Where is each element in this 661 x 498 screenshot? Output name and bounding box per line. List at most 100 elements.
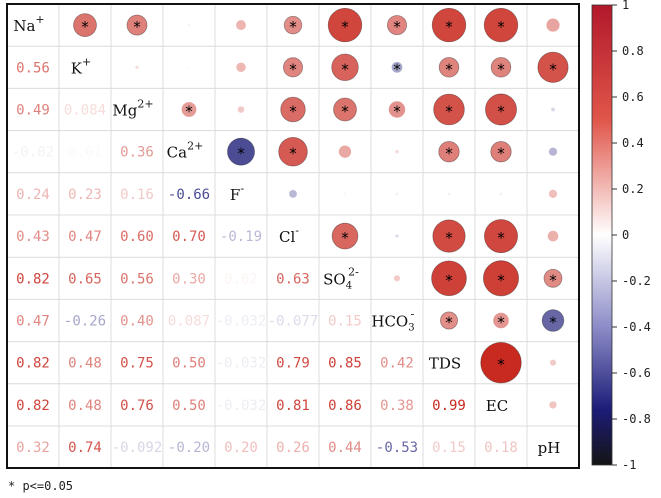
colorbar-tick-label: 1 [622, 0, 629, 12]
correlation-value: 0.44 [328, 440, 362, 456]
correlation-value: -0.02 [12, 145, 54, 161]
significance-star: * [496, 229, 505, 247]
significance-star: * [548, 314, 557, 332]
significance-star: * [444, 18, 453, 36]
significance-star: * [236, 145, 245, 163]
significance-star: * [132, 18, 141, 36]
correlation-value: 0.18 [484, 440, 518, 456]
matrix-frame [6, 3, 580, 469]
correlation-value: 0.48 [68, 398, 102, 414]
correlation-circle [280, 96, 306, 123]
variable-label: pH [538, 439, 561, 457]
significance-star: * [496, 145, 505, 163]
variable-label: Ca2+ [167, 140, 204, 162]
correlation-value: 0.82 [16, 271, 50, 287]
correlation-value: 0.32 [16, 440, 50, 456]
correlation-value: 0.50 [172, 356, 206, 372]
correlation-value: 0.02 [224, 271, 258, 287]
colorbar-tick-label: 0.8 [622, 44, 644, 58]
colorbar-tick-label: -1 [622, 458, 636, 472]
correlation-circle [439, 311, 459, 330]
correlation-value: -0.077 [268, 314, 319, 330]
significance-star: * [340, 60, 349, 78]
correlation-value: -0.66 [168, 187, 210, 203]
correlation-circle [499, 192, 503, 196]
variable-label: EC [486, 397, 508, 415]
correlation-circle [483, 7, 519, 43]
correlation-circle [331, 222, 359, 250]
correlation-circle [278, 136, 308, 167]
significance-star: * [392, 60, 401, 78]
correlation-circle [327, 7, 363, 43]
correlation-value: 0.47 [16, 314, 50, 330]
correlation-value: 0.60 [120, 229, 154, 245]
correlation-circle [333, 97, 357, 122]
correlation-value: -0.19 [220, 229, 262, 245]
significance-star: * [340, 229, 349, 247]
colorbar-tick-label: 0.4 [622, 136, 644, 150]
significance-star: * [80, 18, 89, 36]
correlation-value: 0.56 [120, 271, 154, 287]
correlation-circle [395, 192, 399, 196]
correlation-circle [547, 230, 559, 242]
correlation-value: 0.56 [16, 60, 50, 76]
correlation-value: -0.20 [168, 440, 210, 456]
correlation-circle [433, 93, 465, 126]
correlation-value: 0.85 [328, 356, 362, 372]
colorbar-tick-label: -0.6 [622, 366, 651, 380]
significance-star: * [340, 18, 349, 36]
variable-label: Mg2+ [112, 98, 153, 120]
correlation-circle [549, 401, 557, 409]
variable-label: K+ [71, 55, 91, 77]
correlation-circle [236, 62, 246, 73]
correlation-value: 0.42 [380, 356, 414, 372]
correlation-value: 0.99 [432, 398, 466, 414]
correlation-circle [187, 23, 191, 27]
matrix-cells: Na+ * * * * * * * 0.56 K+ * * * * * * 0.49 0.084 Mg2+ * * * * *… [12, 7, 569, 457]
correlation-circle [391, 61, 403, 73]
colorbar: 1 0.8 0.6 0.4 0.2 0 -0.2 -0.4 -0.6 -0.8 -1 [591, 0, 651, 472]
significance-star: * [444, 103, 453, 121]
correlation-value: 0.30 [172, 271, 206, 287]
correlation-circle [438, 57, 460, 78]
correlation-value: -0.092 [112, 440, 163, 456]
correlation-circle [431, 260, 467, 297]
correlation-circle [388, 101, 406, 118]
correlation-value: 0.38 [380, 398, 414, 414]
significance-star: * [288, 18, 297, 36]
significance-star: * [184, 103, 193, 121]
correlation-circle [236, 20, 246, 31]
correlation-value: -0.032 [216, 356, 267, 372]
correlation-value: -0.53 [376, 440, 418, 456]
colorbar-tick-label: 0 [622, 228, 629, 242]
colorbar-tick-label: 0.6 [622, 90, 644, 104]
correlation-value: 0.40 [120, 314, 154, 330]
correlation-circle [432, 219, 466, 253]
correlation-circle [343, 192, 347, 196]
significance-star: * [444, 229, 453, 247]
correlation-value: 0.20 [224, 440, 258, 456]
correlation-value: -0.032 [216, 314, 267, 330]
correlation-value: 0.23 [68, 187, 102, 203]
correlation-value: 0.63 [276, 271, 310, 287]
correlation-value: 0.65 [68, 271, 102, 287]
correlation-value: 0.16 [120, 187, 154, 203]
correlation-value: 0.76 [120, 398, 154, 414]
correlation-circle [490, 141, 512, 163]
correlation-value: 0.86 [328, 398, 362, 414]
correlation-value: 0.82 [16, 398, 50, 414]
significance-star: * [392, 103, 401, 121]
correlation-circle [73, 13, 97, 37]
significance-star: * [340, 103, 349, 121]
correlation-value: 0.24 [16, 187, 50, 203]
correlation-circle [386, 15, 408, 36]
correlation-circle [483, 219, 519, 254]
colorbar-tick-label: -0.2 [622, 274, 651, 288]
significance-star: * [444, 314, 453, 332]
correlation-value: 0.43 [16, 229, 50, 245]
colorbar-tick-label: 0.2 [622, 182, 644, 196]
correlation-value: -0.26 [64, 314, 106, 330]
correlation-circle [181, 102, 197, 117]
variable-label: SO42- [323, 265, 359, 291]
significance-star: * [444, 271, 453, 289]
